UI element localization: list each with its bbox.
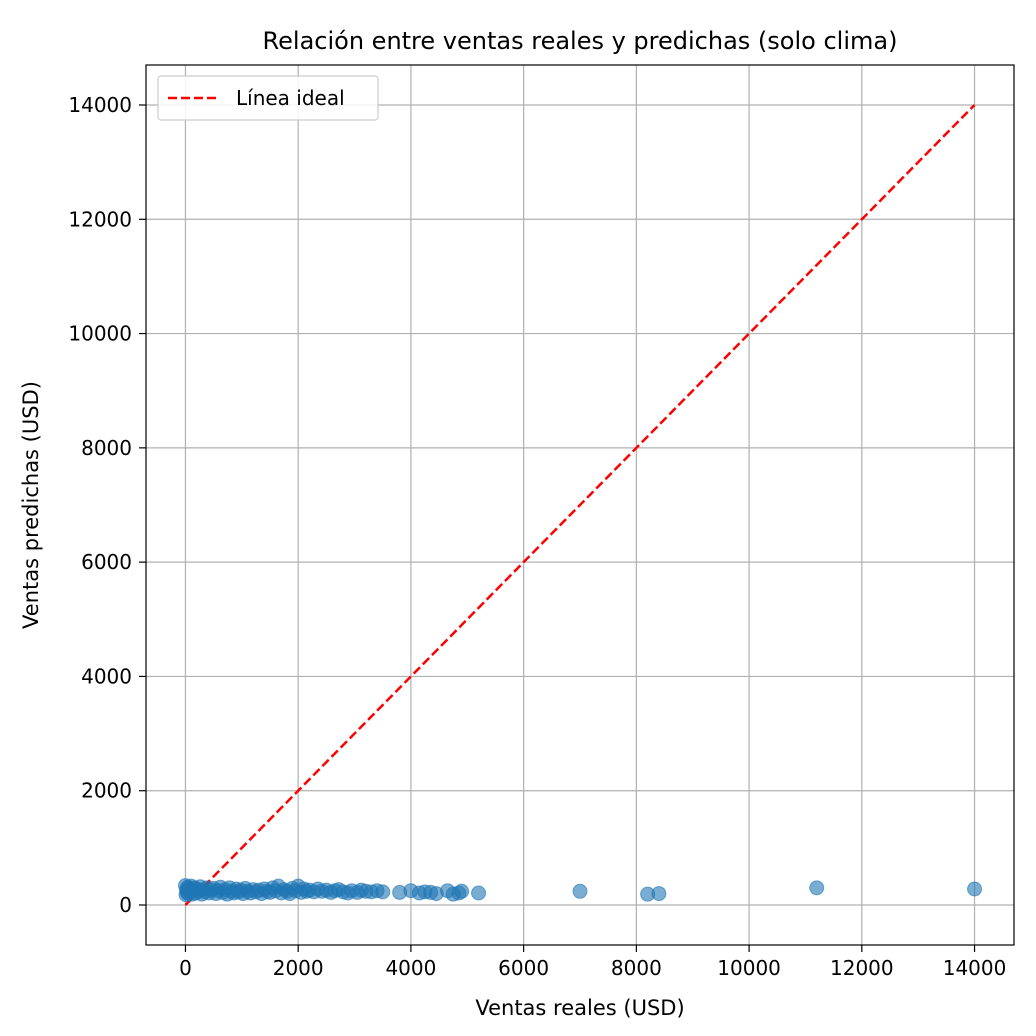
legend-label: Línea ideal	[236, 86, 345, 110]
legend: Línea ideal	[157, 75, 379, 121]
y-axis-ticks: 0 2000 4000 6000 8000 10000 12000 14000	[68, 93, 146, 917]
chart-title: Relación entre ventas reales y predichas…	[263, 27, 898, 55]
y-tick-label: 12000	[68, 207, 132, 231]
scatter-point	[651, 886, 667, 902]
x-tick-label: 14000	[943, 956, 1007, 980]
y-tick-label: 6000	[81, 550, 132, 574]
y-tick-label: 8000	[81, 436, 132, 460]
legend-frame	[157, 75, 379, 121]
x-tick-label: 12000	[830, 956, 894, 980]
x-tick-label: 0	[179, 956, 192, 980]
scatter-point	[375, 884, 391, 900]
ideal-line-layer	[184, 104, 976, 906]
x-tick-label: 2000	[273, 956, 324, 980]
y-tick-label: 0	[119, 893, 132, 917]
y-tick-label: 14000	[68, 93, 132, 117]
scatter-point	[809, 880, 825, 896]
y-tick-label: 10000	[68, 322, 132, 346]
scatter-point	[572, 883, 588, 899]
scatter-point	[471, 885, 487, 901]
scatter-points	[177, 878, 983, 903]
grid	[146, 65, 1014, 945]
x-axis-label: Ventas reales (USD)	[475, 996, 684, 1020]
plot-frame	[145, 64, 1015, 946]
scatter-point	[967, 881, 983, 897]
y-tick-label: 2000	[81, 779, 132, 803]
x-tick-label: 4000	[385, 956, 436, 980]
x-tick-label: 10000	[717, 956, 781, 980]
y-axis-label: Ventas predichas (USD)	[19, 381, 43, 629]
x-tick-label: 6000	[498, 956, 549, 980]
scatter-point	[454, 883, 470, 899]
x-tick-label: 8000	[611, 956, 662, 980]
ideal-line	[184, 104, 976, 906]
x-axis-ticks: 0 2000 4000 6000 8000 10000 12000 14000	[179, 945, 1006, 980]
y-tick-label: 4000	[81, 664, 132, 688]
